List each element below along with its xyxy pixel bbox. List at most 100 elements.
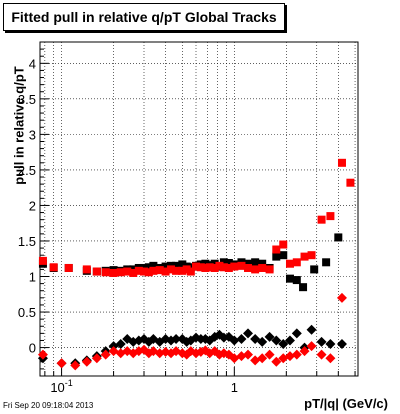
- data-point-diamond: [236, 334, 247, 345]
- data-point-square: [210, 263, 219, 272]
- data-point-diamond: [236, 351, 247, 362]
- data-point-square: [149, 266, 158, 275]
- data-point-square: [144, 268, 153, 277]
- data-point-square: [258, 263, 267, 272]
- data-point-square: [272, 245, 281, 254]
- data-point-square: [224, 263, 233, 272]
- data-point-diamond: [325, 339, 336, 350]
- data-point-square: [139, 267, 148, 276]
- data-point-diamond: [306, 324, 317, 335]
- axes: 10-1 1 0 0.5 1 1.5 2 2.5 3 3.5 4: [18, 41, 356, 395]
- data-point-square: [109, 268, 118, 277]
- data-point-square: [38, 256, 47, 265]
- data-point-diamond: [229, 353, 240, 364]
- data-point-diamond: [284, 351, 295, 362]
- data-point-diamond: [100, 349, 111, 360]
- data-point-square: [285, 274, 294, 283]
- data-point-diamond: [91, 353, 102, 364]
- data-point-square: [265, 265, 274, 274]
- data-point-square: [292, 276, 301, 285]
- data-point-diamond: [336, 292, 347, 303]
- data-point-square: [64, 263, 73, 272]
- plot-frame: [39, 41, 359, 377]
- data-point-square: [251, 265, 260, 274]
- data-point-square: [251, 258, 260, 267]
- y-tick-label: 3.5: [18, 92, 36, 107]
- data-point-square: [258, 259, 267, 268]
- data-point-diamond: [81, 356, 92, 367]
- data-point-square: [219, 263, 228, 272]
- data-point-diamond: [229, 335, 240, 346]
- y-tick-label: 1: [29, 270, 36, 285]
- y-axis-label: pull in relative q/pT: [11, 66, 27, 185]
- data-point-diamond: [264, 331, 275, 342]
- data-point-diamond: [271, 356, 282, 367]
- data-point-square: [237, 261, 246, 270]
- data-point-diamond: [264, 349, 275, 360]
- data-point-diamond: [242, 328, 253, 339]
- y-tick-label: 4: [29, 56, 36, 71]
- data-point-square: [149, 261, 158, 270]
- data-point-square: [167, 265, 176, 274]
- data-point-square: [134, 266, 143, 275]
- data-point-square: [346, 178, 355, 187]
- data-point-square: [161, 262, 170, 271]
- data-point-square: [129, 268, 138, 277]
- data-point-square: [92, 267, 101, 276]
- data-point-square: [172, 261, 181, 270]
- data-point-square: [161, 267, 170, 276]
- data-point-square: [116, 268, 125, 277]
- y-tick-label: 0.5: [18, 305, 36, 320]
- data-point-diamond: [122, 334, 133, 345]
- data-point-square: [172, 266, 181, 275]
- data-point-diamond: [70, 360, 81, 371]
- data-point-square: [82, 265, 91, 274]
- data-point-diamond: [306, 341, 317, 352]
- data-point-square: [196, 263, 205, 272]
- data-point-square: [279, 251, 288, 260]
- data-point-diamond: [257, 353, 268, 364]
- data-point-square: [337, 158, 346, 167]
- data-point-square: [219, 258, 228, 267]
- data-point-square: [322, 258, 331, 267]
- timestamp: Fri Sep 20 09:18:04 2013: [3, 401, 94, 410]
- data-point-diamond: [37, 349, 48, 360]
- x-tick-label: 1: [231, 380, 238, 395]
- data-point-square: [243, 263, 252, 272]
- data-point-square: [123, 267, 132, 276]
- grid: [40, 42, 358, 376]
- data-point-square: [101, 268, 110, 277]
- y-tick-label: 2: [29, 198, 36, 213]
- data-point-diamond: [271, 335, 282, 346]
- data-point-square: [186, 267, 195, 276]
- data-point-square: [299, 283, 308, 292]
- data-point-square: [326, 212, 335, 221]
- y-tick-label: 0: [29, 341, 36, 356]
- data-point-diamond: [284, 335, 295, 346]
- data-point-square: [272, 252, 281, 261]
- data-point-square: [279, 240, 288, 249]
- data-point-square: [317, 215, 326, 224]
- data-point-diamond: [316, 349, 327, 360]
- data-point-diamond: [291, 328, 302, 339]
- y-tick-label: 3: [29, 127, 36, 142]
- data-marks: [37, 158, 355, 371]
- data-point-diamond: [291, 349, 302, 360]
- data-point-square: [186, 263, 195, 272]
- x-tick-label: 10-1: [50, 378, 72, 395]
- data-point-square: [201, 259, 210, 268]
- data-point-diamond: [336, 339, 347, 350]
- data-point-diamond: [299, 346, 310, 357]
- data-point-square: [191, 262, 200, 271]
- data-point-square: [144, 263, 153, 272]
- data-point-square: [243, 259, 252, 268]
- data-point-square: [210, 259, 219, 268]
- data-point-square: [334, 233, 343, 242]
- data-point-square: [201, 263, 210, 272]
- data-point-square: [224, 259, 233, 268]
- data-point-diamond: [108, 346, 119, 357]
- data-point-square: [178, 266, 187, 275]
- data-point-diamond: [257, 336, 268, 347]
- data-point-square: [300, 252, 309, 261]
